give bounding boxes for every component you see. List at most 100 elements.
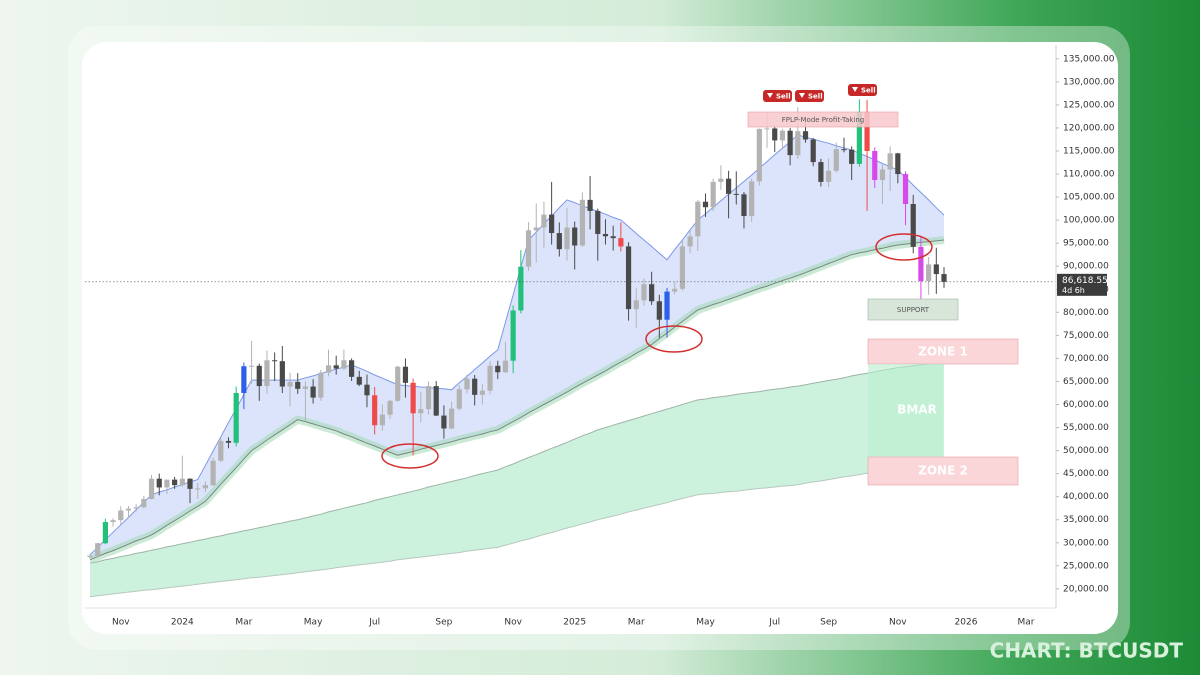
candle-body	[887, 153, 893, 170]
candle-body	[625, 246, 632, 310]
sell-signal: Sell	[795, 90, 824, 102]
candle-body	[718, 178, 724, 182]
y-tick-label: 45,000.00	[1063, 469, 1109, 479]
candle-body	[918, 246, 924, 281]
candle-body	[225, 440, 232, 443]
candle-body	[141, 498, 147, 508]
candle-body	[264, 360, 270, 387]
highlight-circle	[875, 233, 933, 261]
candle-body	[102, 522, 108, 544]
y-tick-label: 55,000.00	[1063, 423, 1109, 433]
candle-body	[687, 236, 693, 247]
annotations: Sell Sell Sell FPLP-Mode Profit-Taking S…	[381, 84, 1019, 486]
candle-body	[764, 128, 770, 130]
ribbon-area	[90, 134, 944, 560]
bmar-lower-line	[89, 463, 945, 598]
y-tick-label: 20,000.00	[1063, 584, 1109, 594]
candle-body	[510, 310, 516, 361]
candle-body	[418, 409, 424, 414]
x-tick-label: 2025	[563, 618, 586, 628]
candle-body	[202, 485, 209, 489]
candle-body	[579, 199, 585, 246]
candle-body	[841, 149, 847, 151]
x-tick-label: May	[304, 618, 323, 628]
sell-icon	[852, 87, 858, 92]
candle-body	[541, 214, 547, 228]
fplp-box	[747, 111, 899, 128]
candle-body	[195, 488, 201, 490]
candle-body	[479, 390, 485, 395]
bmar-label: BMAR	[897, 403, 937, 417]
fplp-label: FPLP-Mode Profit-Taking	[782, 116, 864, 124]
candle-body	[495, 365, 501, 373]
x-tick-label: Mar	[1018, 618, 1035, 628]
y-tick-label: 70,000.00	[1063, 354, 1109, 364]
candle-body	[333, 365, 339, 369]
x-tick-label: Nov	[889, 618, 907, 628]
candle-body	[856, 111, 862, 164]
candle-body	[118, 510, 124, 521]
sell-signal: Sell	[848, 84, 877, 96]
y-tick-label: 65,000.00	[1063, 377, 1109, 387]
candle-body	[872, 151, 878, 181]
sell-label: Sell	[861, 87, 876, 95]
candle-body	[310, 386, 316, 398]
candle-body	[656, 301, 662, 320]
candle-body	[364, 384, 370, 396]
y-tick-label: 95,000.00	[1063, 239, 1109, 249]
x-tick-label: Sep	[820, 618, 837, 628]
support-box	[867, 298, 959, 321]
candle-body	[425, 386, 432, 410]
candle-body	[602, 233, 609, 237]
candle-body	[518, 266, 524, 311]
candle-body	[379, 414, 385, 426]
candle-body	[772, 128, 778, 141]
candle-body	[341, 360, 347, 369]
x-tick-label: Sep	[435, 618, 452, 628]
candle-body	[533, 227, 539, 231]
candle-body	[556, 233, 562, 250]
candle-body	[818, 162, 824, 182]
candle-body	[879, 169, 886, 181]
candle-body	[695, 201, 701, 237]
y-tick-label: 115,000.00	[1063, 147, 1115, 157]
zone-2-label: ZONE 2	[918, 464, 968, 478]
candle-body	[672, 288, 678, 292]
axes: 20,000.00 25,000.00 30,000.00 35,000.00 40,0…	[112, 54, 1115, 627]
candle-body	[295, 381, 301, 389]
candle-body	[472, 378, 478, 395]
candle-body	[810, 139, 816, 163]
candle-body	[348, 360, 355, 377]
candle-body	[372, 395, 378, 426]
candle-body	[256, 365, 262, 387]
candle-body	[125, 508, 132, 511]
ribbon-upper-line	[89, 134, 945, 556]
source-label: CHART: BTCUSDT	[990, 639, 1184, 663]
y-tick-label: 60,000.00	[1063, 400, 1109, 410]
support-label: SUPPORT	[897, 306, 930, 314]
candle-body	[187, 478, 193, 489]
candle-body	[210, 460, 216, 486]
candle-body	[910, 204, 916, 247]
x-tick-label: Mar	[235, 618, 252, 628]
candle-body	[941, 274, 947, 282]
candle-body	[325, 365, 332, 373]
candle-body	[148, 478, 155, 499]
candle-body	[487, 365, 493, 391]
candle-body	[287, 381, 293, 387]
candle-body	[733, 193, 739, 195]
candle-body	[156, 478, 162, 488]
candle-body	[641, 284, 647, 301]
x-tick-label: Jul	[368, 618, 380, 628]
y-tick-label: 105,000.00	[1063, 193, 1115, 203]
candle-body	[110, 520, 116, 523]
candle-body	[664, 291, 670, 320]
candle-body	[164, 479, 170, 488]
candle-body	[502, 360, 509, 373]
candle-body	[179, 478, 185, 486]
x-tick-label: Mar	[628, 618, 645, 628]
y-tick-label: 100,000.00	[1063, 216, 1115, 226]
sell-signal: Sell	[763, 90, 792, 102]
zone-1-label: ZONE 1	[918, 345, 968, 359]
y-tick-label: 80,000.00	[1063, 308, 1109, 318]
